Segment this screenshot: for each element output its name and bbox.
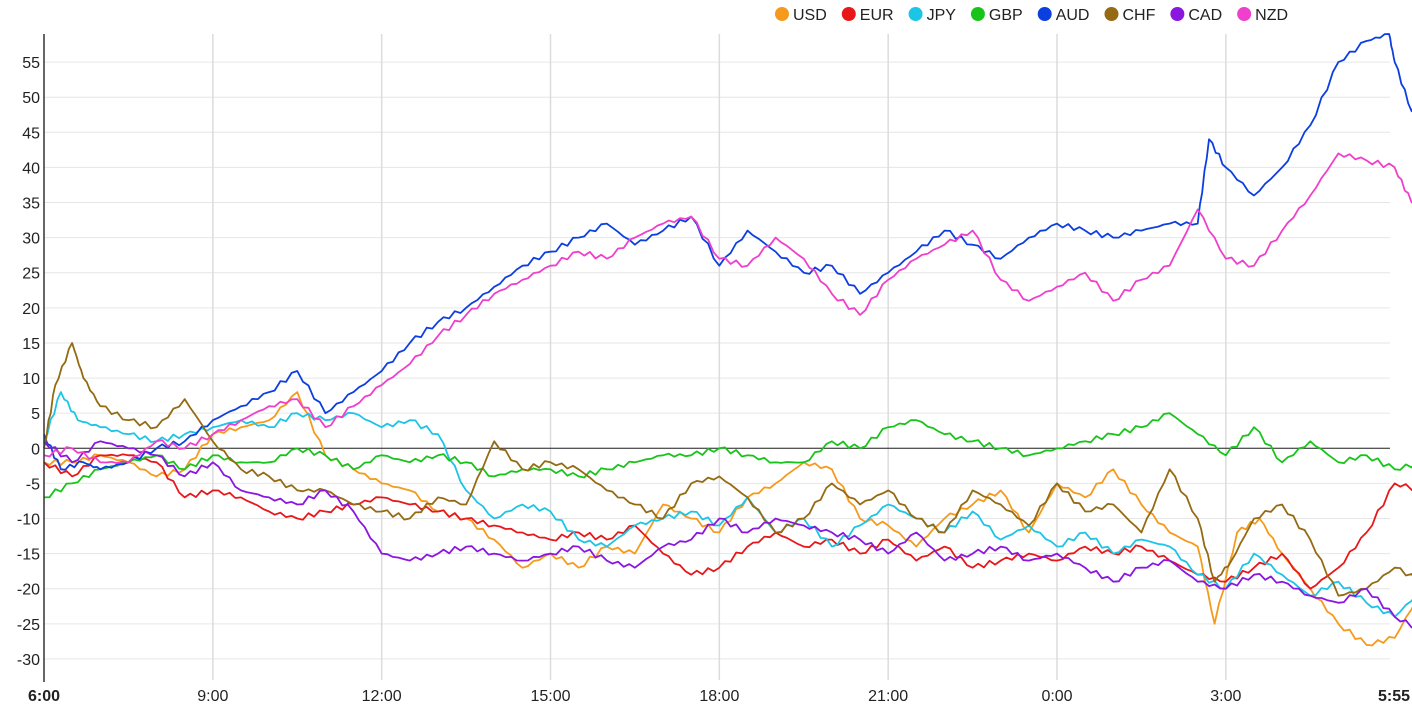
legend-swatch: [908, 7, 923, 21]
series-line-eur: [43, 453, 1412, 590]
y-tick-label: 35: [22, 196, 40, 213]
y-tick-label: 0: [31, 441, 40, 458]
y-tick-label: 30: [22, 231, 40, 248]
y-tick-label: -30: [17, 652, 40, 669]
legend-swatch: [1237, 7, 1252, 21]
series-line-jpy: [43, 391, 1412, 618]
x-axis-ticks: 6:00 9:00 12:00 15:00 18:00 21:00 0:00 3:00 5:55: [28, 688, 1410, 705]
legend-label: GBP: [989, 7, 1023, 24]
y-tick-label: 10: [22, 371, 40, 388]
grid-lines: [44, 34, 1390, 680]
y-tick-label: 55: [22, 55, 40, 72]
legend-label: JPY: [927, 7, 957, 24]
legend-item-gbp[interactable]: GBP: [970, 7, 1023, 24]
legend-label: CHF: [1122, 7, 1155, 24]
legend-label: USD: [793, 7, 827, 24]
legend-item-eur[interactable]: EUR: [841, 7, 894, 24]
series-line-gbp: [43, 412, 1412, 499]
x-tick-label: 9:00: [197, 688, 228, 705]
legend-swatch: [775, 7, 789, 21]
legend-swatch: [1170, 7, 1185, 21]
legend-swatch: [1037, 7, 1052, 21]
y-tick-label: 25: [22, 266, 40, 283]
legend-item-chf[interactable]: CHF: [1104, 7, 1156, 24]
x-tick-label: 3:00: [1210, 688, 1241, 705]
legend-item-aud[interactable]: AUD: [1037, 7, 1090, 24]
y-tick-label: 40: [22, 160, 40, 177]
series-line-aud: [43, 33, 1412, 471]
legend-swatch: [841, 7, 856, 21]
y-tick-label: -20: [17, 582, 40, 599]
y-tick-label: 20: [22, 301, 40, 318]
legend-item-usd[interactable]: USD: [775, 7, 827, 24]
legend-item-nzd[interactable]: NZD: [1237, 7, 1288, 24]
legend-item-jpy[interactable]: JPY: [908, 7, 957, 24]
y-tick-label: 50: [22, 90, 40, 107]
x-tick-label: 21:00: [868, 688, 908, 705]
legend-label: AUD: [1056, 7, 1090, 24]
legend-swatch: [1104, 7, 1119, 21]
x-tick-label: 0:00: [1041, 688, 1072, 705]
series-line-chf: [43, 342, 1412, 597]
y-tick-label: -25: [17, 617, 40, 634]
x-tick-label: 12:00: [362, 688, 402, 705]
y-tick-label: 45: [22, 125, 40, 142]
x-tick-label: 18:00: [699, 688, 739, 705]
legend-label: EUR: [860, 7, 894, 24]
series-lines: [43, 33, 1412, 647]
x-tick-label: 15:00: [530, 688, 570, 705]
x-tick-label: 6:00: [28, 688, 60, 705]
legend: USD EUR JPY GBP AUD CHF CAD NZD: [775, 7, 1288, 24]
y-tick-label: 5: [31, 406, 40, 423]
y-tick-label: -10: [17, 512, 40, 529]
y-tick-label: -15: [17, 547, 40, 564]
series-line-nzd: [43, 152, 1412, 464]
series-line-cad: [43, 440, 1412, 629]
legend-label: CAD: [1188, 7, 1222, 24]
y-tick-label: 15: [22, 336, 40, 353]
x-tick-label: 5:55: [1378, 688, 1410, 705]
legend-label: NZD: [1255, 7, 1288, 24]
y-tick-label: -5: [26, 476, 40, 493]
legend-swatch: [970, 7, 985, 21]
legend-item-cad[interactable]: CAD: [1170, 7, 1222, 24]
